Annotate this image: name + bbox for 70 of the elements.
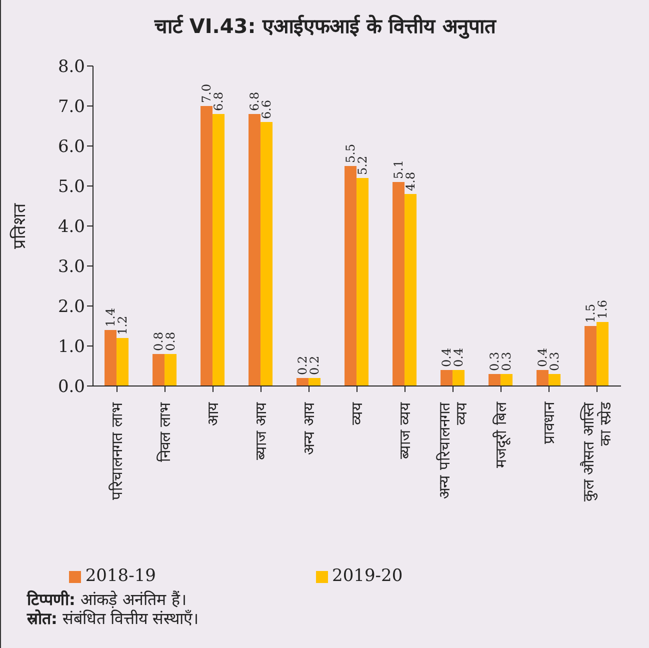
bar xyxy=(164,354,177,386)
x-tick-label: आय xyxy=(204,402,222,426)
data-label: 6.6 xyxy=(260,100,274,119)
x-tick-label: अन्य परिचालनगत व्यय xyxy=(436,402,470,499)
data-label: 0.4 xyxy=(452,348,466,367)
data-label: 5.2 xyxy=(356,156,370,175)
bar xyxy=(248,114,261,386)
bar xyxy=(308,378,321,386)
bar xyxy=(452,370,465,386)
data-label: 1.2 xyxy=(116,316,130,335)
data-label: 0.8 xyxy=(152,332,166,351)
bar xyxy=(440,370,453,386)
bar xyxy=(296,378,309,386)
x-tick-label: ब्याज आय xyxy=(252,402,270,460)
bar xyxy=(584,326,597,386)
y-tick-label: 0.0 xyxy=(58,377,85,398)
data-label: 7.0 xyxy=(200,84,214,103)
legend-label: 2019-20 xyxy=(332,566,403,586)
chart-title: चार्ट VI.43: एआईएफआई के वित्तीय अनुपात xyxy=(153,13,498,41)
y-tick-label: 4.0 xyxy=(58,217,85,238)
bar xyxy=(404,194,417,386)
data-label: 6.8 xyxy=(212,92,226,111)
data-label: 6.8 xyxy=(248,92,262,111)
data-label: 0.4 xyxy=(536,348,550,367)
legend-label: 2018-19 xyxy=(85,566,156,586)
y-axis-title: प्रतिशत xyxy=(9,203,30,249)
data-label: 1.4 xyxy=(104,308,118,327)
data-label: 1.6 xyxy=(596,300,610,319)
bar xyxy=(596,322,609,386)
x-tick-label: ब्याज व्यय xyxy=(396,402,414,459)
bar xyxy=(548,374,561,386)
data-label: 0.2 xyxy=(308,356,322,375)
x-tick-label: निवल लाभ xyxy=(156,402,174,462)
bar xyxy=(200,106,213,386)
data-label: 5.1 xyxy=(392,160,406,179)
y-tick-label: 5.0 xyxy=(58,177,85,198)
data-label: 0.8 xyxy=(164,332,178,351)
x-tick-label: अन्य आय xyxy=(300,402,318,455)
bar xyxy=(356,178,369,386)
data-label: 5.5 xyxy=(344,144,358,163)
bar xyxy=(392,182,405,386)
bar xyxy=(500,374,513,386)
y-tick-label: 2.0 xyxy=(58,297,85,318)
y-tick-label: 1.0 xyxy=(58,337,85,358)
bar xyxy=(212,114,225,386)
data-label: 0.3 xyxy=(488,352,502,371)
data-label: 0.3 xyxy=(500,352,514,371)
y-tick-label: 3.0 xyxy=(58,257,85,278)
bar xyxy=(152,354,165,386)
y-tick-label: 8.0 xyxy=(58,57,85,78)
bar xyxy=(488,374,501,386)
bar xyxy=(260,122,273,386)
text: स्रोत: संबंधित वित्तीय संस्थाएँ। xyxy=(27,609,200,628)
y-tick-label: 6.0 xyxy=(58,137,85,158)
bar xyxy=(104,330,117,386)
data-label: 4.8 xyxy=(404,172,418,191)
x-tick-label: व्यय xyxy=(348,402,366,425)
y-tick-label: 7.0 xyxy=(58,97,85,118)
data-label: 1.5 xyxy=(584,304,598,323)
data-label: 0.2 xyxy=(296,356,310,375)
data-label: 0.4 xyxy=(440,348,454,367)
data-label: 0.3 xyxy=(548,352,562,371)
x-tick-label: प्रावधान xyxy=(540,401,558,444)
text: टिप्पणी: आंकड़े अनंतिम हैं। xyxy=(27,590,188,609)
bar xyxy=(344,166,357,386)
x-tick-label: मजदूरी बिल xyxy=(492,401,511,468)
bar xyxy=(536,370,549,386)
x-tick-label: परिचालनगत लाभ xyxy=(108,402,126,500)
bar xyxy=(116,338,129,386)
x-tick-label: कुल औसत आस्ति का स्प्रेड xyxy=(580,401,614,502)
